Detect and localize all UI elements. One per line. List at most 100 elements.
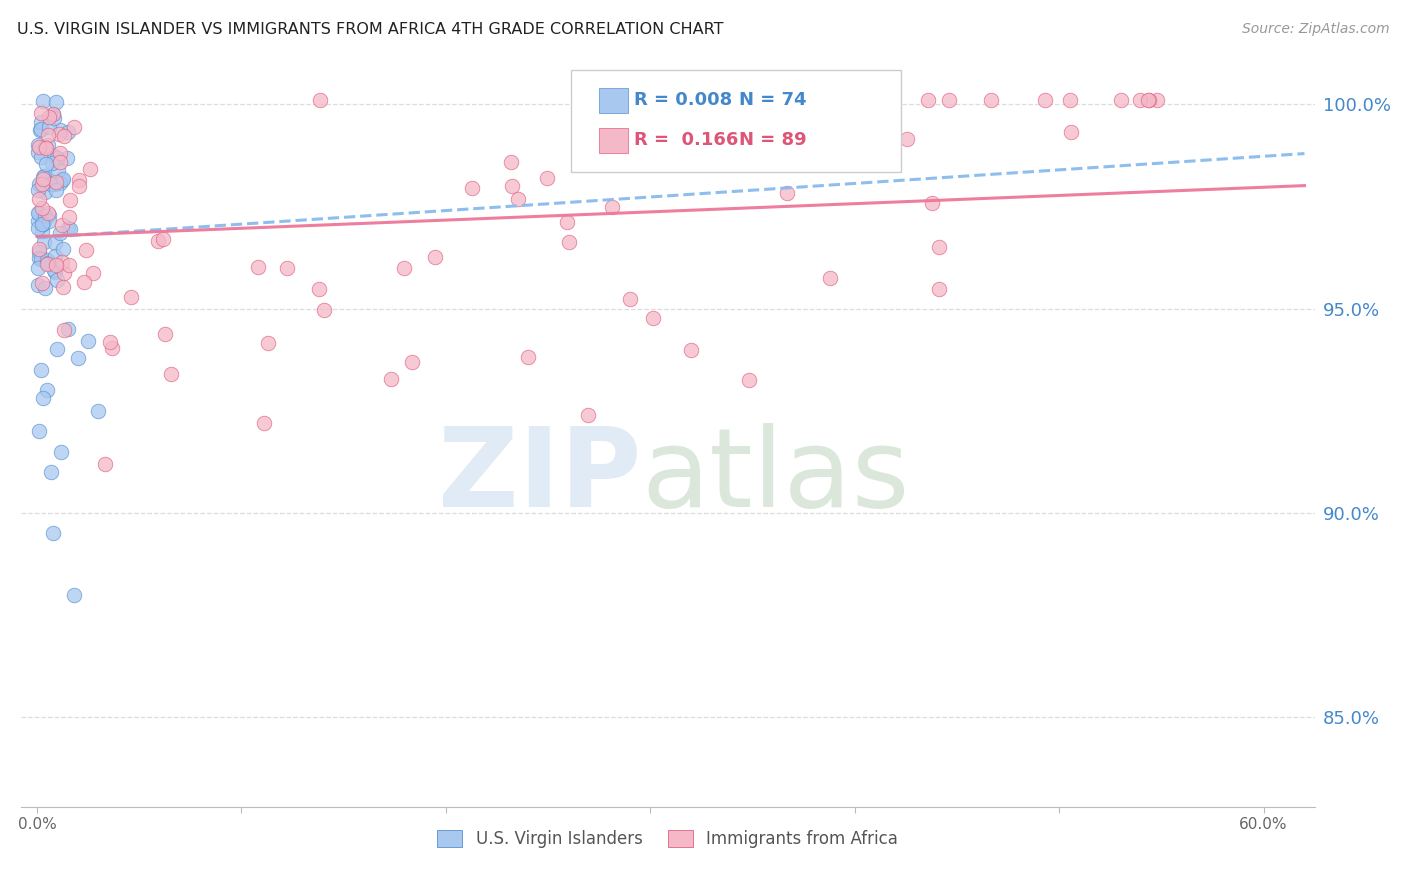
- Point: [59, 193, 82, 207]
- Point: [98, 334, 121, 349]
- Point: [28, 243, 51, 257]
- Point: [46, 163, 69, 178]
- Point: [41, 155, 63, 169]
- Point: [1109, 93, 1132, 107]
- Point: [27, 261, 49, 276]
- Point: [776, 186, 799, 200]
- Point: [49, 123, 72, 137]
- Point: [159, 367, 181, 381]
- Point: [27, 251, 49, 265]
- Point: [94, 457, 117, 471]
- Point: [44, 249, 66, 263]
- Text: R = 0.008: R = 0.008: [634, 91, 733, 109]
- Point: [31, 202, 53, 216]
- Point: [120, 290, 142, 304]
- Legend: U.S. Virgin Islanders, Immigrants from Africa: U.S. Virgin Islanders, Immigrants from A…: [430, 823, 904, 855]
- Point: [35, 252, 58, 267]
- Point: [1129, 93, 1152, 107]
- Bar: [599, 128, 627, 153]
- Point: [423, 250, 446, 264]
- Point: [928, 240, 950, 254]
- Point: [27, 278, 49, 293]
- Point: [582, 146, 605, 161]
- Point: [27, 145, 49, 159]
- Point: [37, 383, 59, 397]
- Point: [73, 275, 96, 289]
- Point: [49, 177, 72, 191]
- Point: [44, 148, 66, 162]
- Point: [1060, 125, 1083, 139]
- Point: [42, 526, 65, 541]
- Point: [44, 111, 66, 125]
- Point: [28, 424, 51, 438]
- Point: [28, 122, 51, 136]
- Point: [34, 280, 56, 294]
- Text: N = 89: N = 89: [738, 131, 807, 149]
- Point: [67, 179, 90, 194]
- Point: [46, 343, 69, 357]
- Point: [27, 183, 49, 197]
- Point: [44, 177, 66, 191]
- Point: [314, 302, 336, 317]
- Point: [77, 334, 100, 349]
- Text: Source: ZipAtlas.com: Source: ZipAtlas.com: [1241, 22, 1389, 37]
- Point: [75, 244, 97, 258]
- Point: [619, 292, 641, 306]
- Point: [738, 373, 761, 387]
- Point: [1146, 93, 1168, 107]
- FancyBboxPatch shape: [571, 70, 901, 171]
- Point: [28, 140, 51, 154]
- Point: [51, 218, 73, 232]
- Point: [49, 155, 72, 169]
- Point: [35, 257, 58, 271]
- Point: [679, 343, 702, 357]
- Point: [30, 122, 52, 136]
- Point: [30, 114, 52, 128]
- Point: [392, 261, 415, 276]
- Point: [45, 175, 67, 189]
- Point: [506, 192, 529, 206]
- Point: [42, 263, 65, 277]
- Point: [30, 106, 52, 120]
- Point: [62, 588, 84, 602]
- Point: [536, 170, 558, 185]
- Point: [45, 183, 67, 197]
- Point: [87, 403, 110, 417]
- Point: [928, 282, 950, 296]
- Point: [1137, 93, 1160, 107]
- Point: [52, 323, 75, 337]
- Point: [31, 169, 53, 184]
- Point: [30, 252, 52, 267]
- Point: [30, 150, 52, 164]
- Point: [32, 217, 55, 231]
- Point: [79, 161, 101, 176]
- Point: [58, 221, 80, 235]
- Point: [31, 178, 53, 192]
- Point: [641, 310, 664, 325]
- Text: U.S. VIRGIN ISLANDER VS IMMIGRANTS FROM AFRICA 4TH GRADE CORRELATION CHART: U.S. VIRGIN ISLANDER VS IMMIGRANTS FROM …: [17, 22, 723, 37]
- Point: [52, 172, 75, 186]
- Point: [32, 94, 55, 108]
- Point: [34, 140, 56, 154]
- Point: [37, 256, 59, 270]
- Point: [276, 261, 298, 276]
- Point: [557, 215, 579, 229]
- Point: [52, 129, 75, 144]
- Point: [38, 110, 60, 124]
- Point: [558, 235, 581, 250]
- Point: [153, 326, 176, 341]
- Point: [58, 210, 80, 224]
- Point: [52, 279, 75, 293]
- Point: [309, 93, 332, 107]
- Point: [82, 266, 104, 280]
- Point: [27, 137, 49, 152]
- Point: [1137, 93, 1160, 107]
- Point: [52, 266, 75, 280]
- Point: [27, 220, 49, 235]
- Point: [896, 132, 918, 146]
- Point: [32, 169, 55, 184]
- Point: [45, 258, 67, 272]
- Point: [39, 177, 62, 191]
- Point: [28, 178, 51, 192]
- Point: [51, 444, 73, 458]
